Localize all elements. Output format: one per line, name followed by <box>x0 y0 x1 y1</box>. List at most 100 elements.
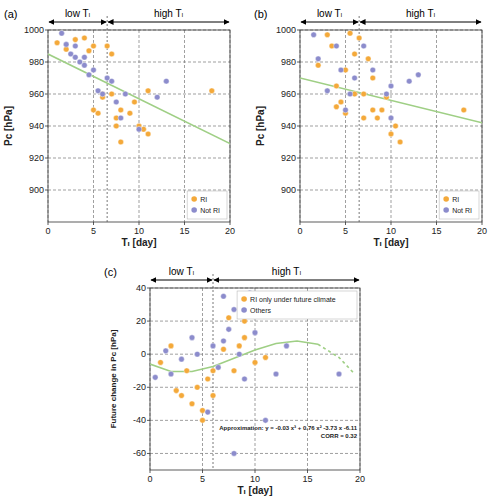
scatter-point <box>370 67 376 73</box>
region-arrow <box>214 280 359 281</box>
y-tick <box>297 126 300 127</box>
grid-line-y <box>48 190 230 191</box>
scatter-point <box>210 368 216 374</box>
scatter-point <box>461 107 467 113</box>
region-label: high Tₗ <box>406 8 436 19</box>
y-tick-label: 900 <box>29 185 44 195</box>
fit-line <box>150 341 318 372</box>
y-tick <box>45 158 48 159</box>
scatter-point <box>113 123 119 129</box>
scatter-point <box>82 54 88 60</box>
grid-line-y <box>300 190 482 191</box>
scatter-point <box>347 91 353 97</box>
x-tick-label: 0 <box>297 226 302 236</box>
annotation: CORR = 0.32 <box>321 433 358 439</box>
y-tick-label: 960 <box>281 89 296 99</box>
scatter-point <box>315 56 321 62</box>
y-tick <box>147 453 150 454</box>
scatter-point <box>384 91 390 97</box>
y-tick <box>45 126 48 127</box>
y-tick <box>147 387 150 388</box>
plot-frame <box>150 288 360 470</box>
scatter-point <box>365 56 371 62</box>
y-tick-label: -40 <box>133 415 146 425</box>
y-tick <box>147 321 150 322</box>
scatter-point <box>226 327 232 333</box>
legend-label: RI only under future climate <box>250 296 336 304</box>
x-tick <box>360 470 361 473</box>
fit-line <box>300 78 482 123</box>
scatter-point <box>123 91 129 97</box>
legend-label: Not RI <box>452 207 472 214</box>
grid-line-y <box>150 387 360 388</box>
y-tick-label: 940 <box>281 121 296 131</box>
x-axis-label: Tₗ [day] <box>122 237 157 248</box>
scatter-point <box>118 115 124 121</box>
panel-0: 051015209009209409609801000low Tₗhigh Tₗ… <box>3 8 235 248</box>
grid-line-y <box>150 420 360 421</box>
x-tick <box>391 222 392 225</box>
figure: 051015209009209409609801000low Tₗhigh Tₗ… <box>0 0 498 500</box>
y-tick-label: 960 <box>29 89 44 99</box>
x-tick-label: 20 <box>225 226 235 236</box>
y-tick-label: 980 <box>281 57 296 67</box>
scatter-point <box>205 409 211 415</box>
scatter-point <box>334 83 340 89</box>
grid-line-y <box>48 62 230 63</box>
scatter-point <box>273 371 279 377</box>
grid-line-y <box>48 94 230 95</box>
scatter-point <box>338 67 344 73</box>
scatter-point <box>356 35 362 41</box>
grid-line-y <box>300 62 482 63</box>
y-tick-label: 1000 <box>24 25 44 35</box>
y-axis-label: Pc [hPa] <box>3 106 14 146</box>
region-arrow <box>301 22 358 23</box>
scatter-point <box>91 107 97 113</box>
x-tick-label: 20 <box>355 474 365 484</box>
scatter-point <box>361 91 367 97</box>
y-tick <box>297 30 300 31</box>
y-tick-label: -20 <box>133 382 146 392</box>
y-tick <box>147 288 150 289</box>
scatter-point <box>194 384 200 390</box>
grid-line-y <box>300 126 482 127</box>
x-tick-label: 15 <box>302 474 312 484</box>
scatter-point <box>104 43 110 49</box>
scatter-point <box>158 360 164 366</box>
data-group <box>48 30 230 144</box>
plot-frame <box>48 30 230 222</box>
scatter-point <box>352 51 358 57</box>
x-tick-label: 10 <box>250 474 260 484</box>
scatter-point <box>361 115 367 121</box>
x-tick-label: 0 <box>147 474 152 484</box>
scatter-point <box>347 30 353 36</box>
region-arrow <box>360 22 481 23</box>
scatter-point <box>416 72 422 78</box>
scatter-point <box>379 107 385 113</box>
scatter-point <box>63 42 69 48</box>
legend: RI only under future climate Others <box>237 291 357 319</box>
legend-label: RI <box>452 196 459 203</box>
scatter-point <box>100 91 106 97</box>
scatter-point <box>59 30 65 36</box>
scatter-point <box>109 51 115 57</box>
scatter-point <box>91 67 97 73</box>
scatter-point <box>352 75 358 81</box>
legend-label: Others <box>250 307 272 314</box>
y-tick-label: 20 <box>136 316 146 326</box>
x-tick-label: 5 <box>200 474 205 484</box>
scatter-point <box>205 376 211 382</box>
scatter-point <box>334 43 340 49</box>
scatter-point <box>145 88 151 94</box>
x-tick <box>93 222 94 225</box>
scatter-point <box>236 343 242 349</box>
x-tick-label: 10 <box>134 226 144 236</box>
scatter-point <box>189 401 195 407</box>
scatter-point <box>54 40 60 46</box>
scatter-point <box>406 78 412 84</box>
scatter-point <box>73 37 79 43</box>
legend-marker <box>241 307 247 313</box>
scatter-point <box>127 110 133 116</box>
fit-line <box>318 344 355 374</box>
scatter-point <box>136 126 142 132</box>
